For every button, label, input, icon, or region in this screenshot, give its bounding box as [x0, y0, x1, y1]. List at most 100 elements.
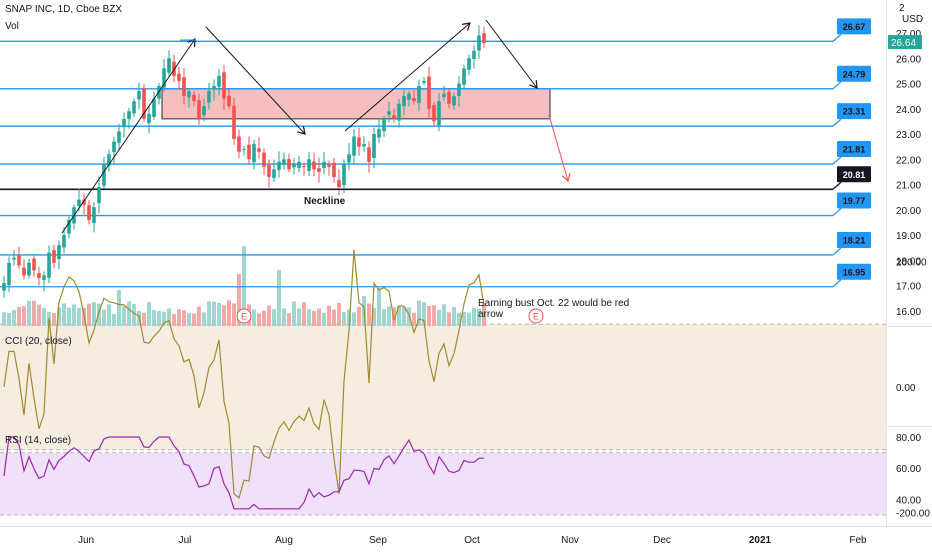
- candle-body: [102, 164, 106, 186]
- volume-bar: [452, 307, 456, 326]
- candle-body: [17, 255, 21, 266]
- volume-bar: [352, 312, 356, 326]
- volume-bar: [77, 307, 81, 326]
- candle-body: [387, 111, 391, 115]
- earnings-marker-oct[interactable]: E: [528, 308, 544, 324]
- volume-bar: [132, 304, 136, 326]
- arrow-head: [462, 22, 471, 31]
- volume-bar: [172, 313, 176, 326]
- candle-body: [82, 199, 86, 205]
- candle-body: [377, 128, 381, 138]
- volume-bar: [162, 311, 166, 326]
- earnings-marker-jul[interactable]: E: [236, 308, 252, 324]
- level-label-box[interactable]: [837, 263, 871, 280]
- volume-bar: [167, 308, 171, 326]
- candle-body: [122, 118, 126, 128]
- rsi-band: [0, 452, 886, 515]
- price-tick: 20.00: [896, 206, 921, 217]
- volume-bar: [402, 307, 406, 326]
- volume-bar: [297, 308, 301, 326]
- candle-body: [432, 105, 436, 122]
- volume-bar: [382, 309, 386, 326]
- candle-body: [452, 96, 456, 106]
- candle-body: [357, 137, 361, 147]
- trend-line[interactable]: [485, 19, 538, 89]
- price-tick: 21.00: [896, 181, 921, 192]
- volume-bar: [242, 246, 246, 326]
- resistance-zone[interactable]: [161, 88, 551, 120]
- candle-body: [477, 35, 481, 51]
- level-label-box[interactable]: [837, 141, 871, 158]
- volume-bar: [457, 312, 461, 326]
- candle-body: [237, 136, 241, 152]
- arrow-head: [187, 38, 196, 48]
- trend-line[interactable]: [548, 114, 569, 182]
- volume-bar: [177, 309, 181, 326]
- candle-body: [162, 68, 166, 88]
- volume-bar: [252, 309, 256, 326]
- volume-bar: [122, 305, 126, 326]
- price-tick: 19.00: [896, 231, 921, 242]
- volume-bar: [72, 304, 76, 326]
- candle-body: [37, 273, 41, 278]
- price-tick: 17.00: [896, 282, 921, 293]
- candle-body: [367, 147, 371, 162]
- candle-body: [42, 275, 46, 280]
- rsi-label: RSI (14, close): [5, 435, 71, 446]
- level-label-connector: [832, 33, 842, 42]
- level-label-box[interactable]: [837, 103, 871, 120]
- volume-bar: [187, 312, 191, 326]
- candle-body: [372, 134, 376, 159]
- trend-drawings: [61, 19, 833, 234]
- volume-bar: [207, 301, 211, 326]
- candle-body: [282, 159, 286, 165]
- cci-band: [0, 324, 886, 450]
- arrow-head: [297, 126, 306, 135]
- candle-body: [462, 68, 466, 85]
- cci-tick: 0.00: [896, 383, 916, 394]
- level-label-box[interactable]: [837, 231, 871, 248]
- candle-body: [442, 93, 446, 98]
- candle-body: [57, 245, 61, 260]
- candle-body: [87, 205, 91, 220]
- earnings-circle: [236, 308, 252, 324]
- candle-body: [62, 235, 66, 248]
- volume-bar: [157, 310, 161, 326]
- level-label-connector: [832, 208, 842, 217]
- note-line-1: Earning bust Oct. 22 would be red: [478, 298, 629, 309]
- level-label-box[interactable]: [837, 192, 871, 209]
- volume-bar: [482, 303, 486, 326]
- volume-bar: [97, 303, 101, 326]
- candle-body: [202, 106, 206, 116]
- price-tick: 26.00: [896, 54, 921, 65]
- volume-bar: [392, 307, 396, 326]
- candle-body: [262, 152, 266, 167]
- currency-label[interactable]: USD: [902, 14, 923, 25]
- volume-bar: [322, 312, 326, 326]
- time-tick: 2021: [749, 535, 772, 546]
- trend-line[interactable]: [205, 26, 306, 135]
- candle-body: [392, 115, 396, 119]
- volume-bar: [412, 312, 416, 326]
- volume-bar: [107, 304, 111, 326]
- trend-line[interactable]: [61, 38, 196, 234]
- candle-body: [242, 149, 246, 151]
- volume-bar: [92, 301, 96, 326]
- level-label-box[interactable]: [837, 18, 871, 35]
- level-label-box[interactable]: [837, 166, 871, 183]
- candle-body: [407, 93, 411, 100]
- volume-bar: [127, 301, 131, 326]
- volume-bar: [12, 310, 16, 326]
- candle-body: [217, 75, 221, 87]
- level-label-text: 24.79: [843, 69, 866, 79]
- level-label-box[interactable]: [837, 65, 871, 82]
- price-tick: 27.00: [896, 29, 921, 40]
- candle-body: [317, 168, 321, 172]
- volume-bar: [197, 306, 201, 326]
- trend-line[interactable]: [344, 22, 471, 132]
- cci-tick: 200.00: [896, 257, 927, 268]
- candle-body: [412, 97, 416, 102]
- candle-body: [327, 164, 331, 167]
- level-label-text: 23.31: [843, 107, 866, 117]
